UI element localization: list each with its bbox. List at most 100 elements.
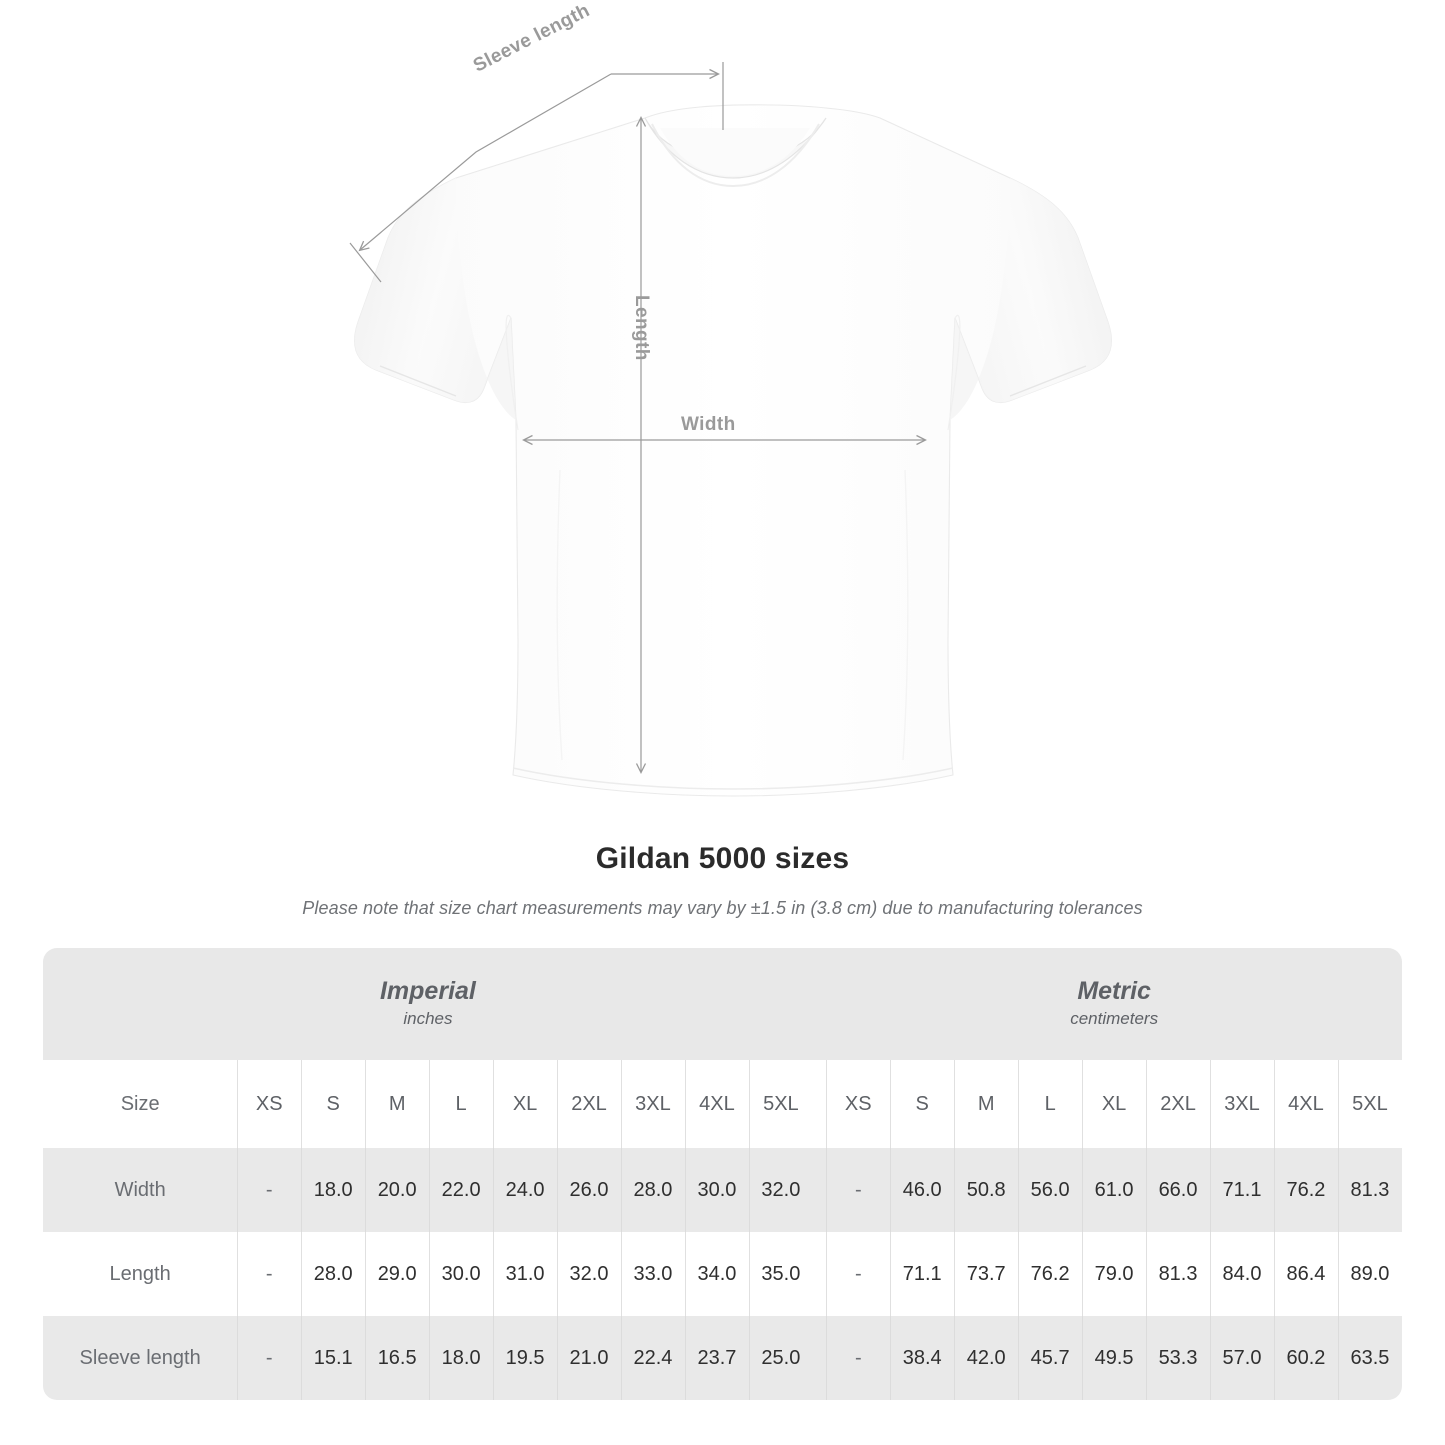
cell-length-imperial-xs: - xyxy=(237,1232,302,1316)
cell-width-imperial-4xl: 30.0 xyxy=(684,1148,749,1232)
cell-width-metric-m: 50.8 xyxy=(954,1148,1019,1232)
size-header-imperial-4xl: 4XL xyxy=(684,1060,749,1148)
size-header-imperial-l: L xyxy=(429,1060,494,1148)
title-block: Gildan 5000 sizes Please note that size … xyxy=(0,842,1445,919)
size-header-metric-4xl: 4XL xyxy=(1273,1060,1338,1148)
cell-length-imperial-4xl: 34.0 xyxy=(684,1232,749,1316)
length-label: Length xyxy=(631,295,652,361)
size-header-imperial-5xl: 5XL xyxy=(748,1060,813,1148)
size-header-metric-s: S xyxy=(890,1060,955,1148)
unit-system-subtitle: centimeters xyxy=(1070,1008,1159,1028)
size-header-metric-xs: XS xyxy=(826,1060,891,1148)
tolerance-note: Please note that size chart measurements… xyxy=(302,898,1143,918)
table-row: Width -18.0 20.0 22.0 24.0 26.0 28.0 30.0 32.0-4… xyxy=(43,1148,1402,1232)
cell-length-imperial-xl: 31.0 xyxy=(493,1232,558,1316)
size-header-imperial-2xl: 2XL xyxy=(557,1060,621,1148)
table-row: Length -28.0 29.0 30.0 31.0 32.0 33.0 34.0 35.0-… xyxy=(43,1232,1402,1316)
cell-length-imperial-5xl: 35.0 xyxy=(748,1232,813,1316)
cell-length-metric-3xl: 84.0 xyxy=(1210,1232,1274,1316)
cell-width-imperial-l: 22.0 xyxy=(429,1148,494,1232)
cell-length-imperial-l: 30.0 xyxy=(429,1232,494,1316)
cell-width-metric-s: 46.0 xyxy=(890,1148,955,1232)
cell-sleeve-length-imperial-l: 18.0 xyxy=(429,1316,494,1400)
measurement-label-sleeve-length: Sleeve length xyxy=(43,1316,238,1400)
cell-sleeve-length-metric-l: 45.7 xyxy=(1018,1316,1083,1400)
cell-length-metric-xl: 79.0 xyxy=(1082,1232,1147,1316)
tshirt-body-shape xyxy=(354,104,1112,797)
cell-width-metric-l: 56.0 xyxy=(1018,1148,1083,1232)
cell-length-metric-l: 76.2 xyxy=(1018,1232,1083,1316)
cell-length-imperial-m: 29.0 xyxy=(365,1232,430,1316)
column-gap xyxy=(812,1232,827,1316)
measurement-label-width: Width xyxy=(43,1148,238,1232)
size-header-metric-5xl: 5XL xyxy=(1337,1060,1402,1148)
cell-sleeve-length-imperial-s: 15.1 xyxy=(301,1316,366,1400)
cell-width-metric-2xl: 66.0 xyxy=(1146,1148,1211,1232)
width-label: Width xyxy=(681,414,736,435)
column-gap xyxy=(812,1060,827,1148)
cell-length-metric-xs: - xyxy=(826,1232,891,1316)
unit-system-name: Metric xyxy=(1077,976,1151,1005)
cell-length-metric-5xl: 89.0 xyxy=(1337,1232,1402,1316)
size-header-row: Size XS S M L XL 2XL 3XL 4XL 5XL XS S M L XL 2XL 3XL 4XL 5… xyxy=(43,1060,1402,1148)
cell-sleeve-length-metric-4xl: 60.2 xyxy=(1273,1316,1338,1400)
page-title: Gildan 5000 sizes xyxy=(595,842,850,875)
cell-width-metric-5xl: 81.3 xyxy=(1337,1148,1402,1232)
cell-sleeve-length-imperial-xs: - xyxy=(237,1316,302,1400)
size-header-metric-m: M xyxy=(954,1060,1019,1148)
size-header-imperial-3xl: 3XL xyxy=(621,1060,685,1148)
cell-width-metric-4xl: 76.2 xyxy=(1273,1148,1338,1232)
cell-width-metric-3xl: 71.1 xyxy=(1210,1148,1274,1232)
size-header-imperial-xl: XL xyxy=(493,1060,558,1148)
unit-system-subtitle: inches xyxy=(403,1008,453,1028)
cell-length-imperial-3xl: 33.0 xyxy=(621,1232,685,1316)
tshirt-illustration: Sleeve length Length Width xyxy=(349,0,1112,797)
unit-system-name: Imperial xyxy=(379,976,476,1005)
cell-sleeve-length-metric-xs: - xyxy=(826,1316,891,1400)
column-gap xyxy=(812,1316,827,1400)
size-header-imperial-s: S xyxy=(301,1060,366,1148)
cell-length-metric-s: 71.1 xyxy=(890,1232,955,1316)
banner-gap xyxy=(812,948,827,1060)
cell-sleeve-length-imperial-2xl: 21.0 xyxy=(557,1316,621,1400)
cell-sleeve-length-metric-5xl: 63.5 xyxy=(1337,1316,1402,1400)
cell-length-imperial-s: 28.0 xyxy=(301,1232,366,1316)
cell-width-imperial-s: 18.0 xyxy=(301,1148,366,1232)
metric-banner: Metric centimeters xyxy=(826,948,1402,1060)
size-header-imperial-m: M xyxy=(365,1060,430,1148)
size-header-imperial-xs: XS xyxy=(237,1060,302,1148)
cell-length-imperial-2xl: 32.0 xyxy=(557,1232,621,1316)
cell-sleeve-length-metric-3xl: 57.0 xyxy=(1210,1316,1274,1400)
size-header-metric-3xl: 3XL xyxy=(1210,1060,1274,1148)
cell-width-imperial-2xl: 26.0 xyxy=(557,1148,621,1232)
cell-sleeve-length-metric-xl: 49.5 xyxy=(1082,1316,1147,1400)
cell-sleeve-length-imperial-xl: 19.5 xyxy=(493,1316,558,1400)
cell-width-imperial-5xl: 32.0 xyxy=(748,1148,813,1232)
cell-sleeve-length-imperial-3xl: 22.4 xyxy=(621,1316,685,1400)
imperial-banner: Imperial inches xyxy=(43,948,813,1060)
cell-sleeve-length-metric-m: 42.0 xyxy=(954,1316,1019,1400)
size-header-metric-xl: XL xyxy=(1082,1060,1147,1148)
size-chart-container: Imperial inches Metric centimeters Size XS S M L… xyxy=(43,948,1402,1400)
size-header-metric-2xl: 2XL xyxy=(1146,1060,1211,1148)
size-chart-table: Imperial inches Metric centimeters Size XS S M L… xyxy=(43,948,1402,1400)
size-header-metric-l: L xyxy=(1018,1060,1083,1148)
table-row: Sleeve length -15.1 16.5 18.0 19.5 21.0 22.4 23… xyxy=(43,1316,1402,1400)
cell-sleeve-length-imperial-4xl: 23.7 xyxy=(684,1316,749,1400)
cell-length-metric-2xl: 81.3 xyxy=(1146,1232,1211,1316)
cell-width-imperial-3xl: 28.0 xyxy=(621,1148,685,1232)
cell-sleeve-length-imperial-5xl: 25.0 xyxy=(748,1316,813,1400)
measurement-label-length: Length xyxy=(43,1232,238,1316)
sleeve-length-dimension xyxy=(349,62,724,283)
cell-sleeve-length-imperial-m: 16.5 xyxy=(365,1316,430,1400)
cell-width-imperial-xl: 24.0 xyxy=(493,1148,558,1232)
cell-sleeve-length-metric-2xl: 53.3 xyxy=(1146,1316,1211,1400)
tshirt-diagram-svg xyxy=(349,62,1112,797)
cell-sleeve-length-metric-s: 38.4 xyxy=(890,1316,955,1400)
cell-width-metric-xl: 61.0 xyxy=(1082,1148,1147,1232)
column-gap xyxy=(812,1148,827,1232)
cell-width-imperial-m: 20.0 xyxy=(365,1148,430,1232)
cell-length-metric-m: 73.7 xyxy=(954,1232,1019,1316)
cell-width-imperial-xs: - xyxy=(237,1148,302,1232)
cell-width-metric-xs: - xyxy=(826,1148,891,1232)
